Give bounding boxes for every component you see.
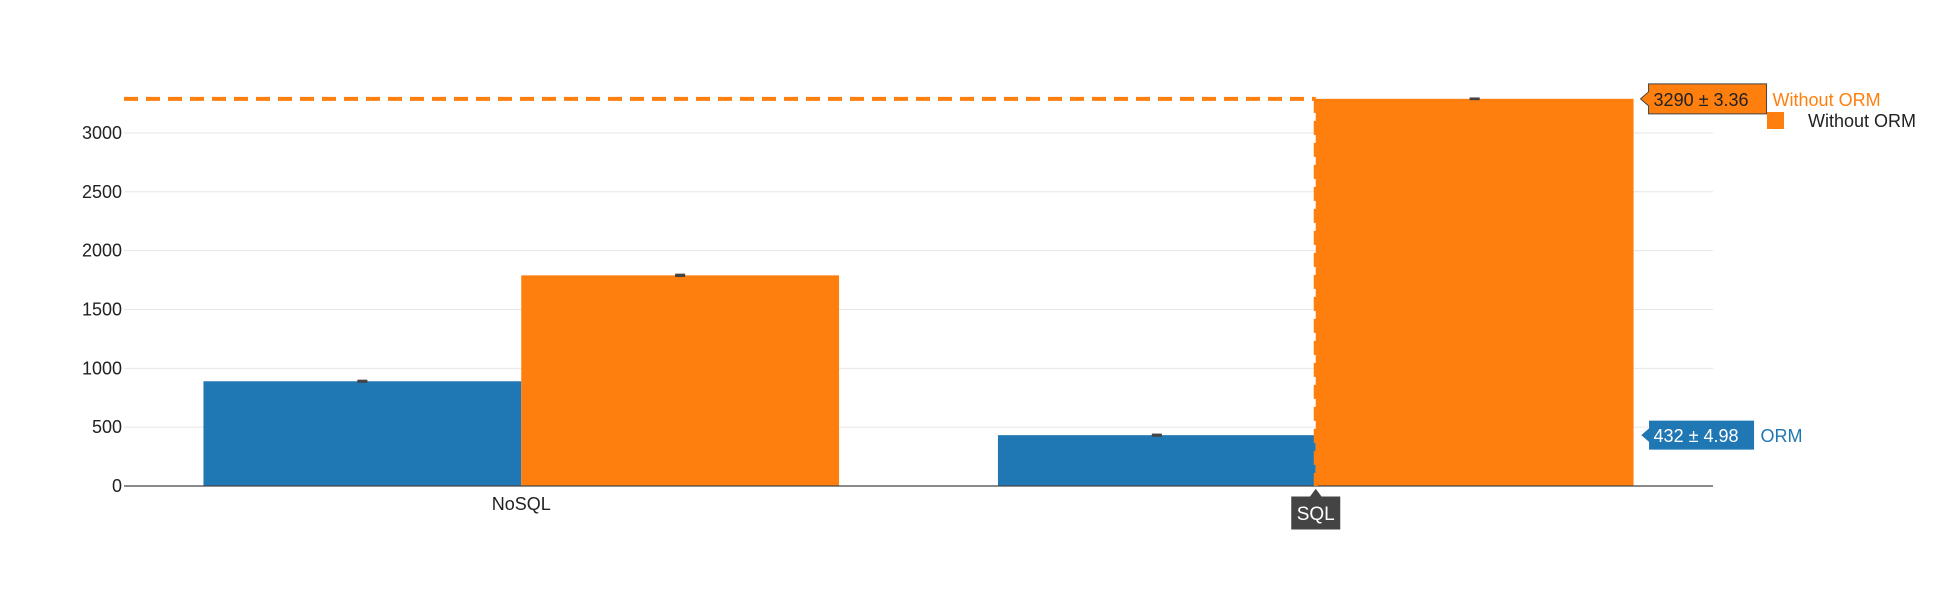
legend[interactable]: Without ORM [1767, 111, 1916, 131]
hover-value-label: 432 ± 4.98 [1654, 426, 1739, 446]
hover-category-label: SQL [1297, 504, 1335, 525]
hover-value-box [1639, 419, 1756, 451]
legend-swatch[interactable] [1767, 112, 1784, 129]
bar[interactable] [997, 435, 1316, 486]
y-tick-label: 2500 [82, 182, 122, 202]
bar[interactable] [203, 381, 522, 486]
y-tick-label: 2000 [82, 241, 122, 261]
hover-category-box [1290, 487, 1342, 531]
bars-layer [203, 97, 1634, 487]
y-tick-label: 1000 [82, 358, 122, 378]
legend-item-label[interactable]: Without ORM [1808, 111, 1916, 131]
x-tick-label: NoSQL [492, 494, 551, 514]
y-tick-label: 3000 [82, 123, 122, 143]
hover-value-box [1639, 83, 1768, 115]
y-tick-label: 500 [92, 417, 122, 437]
axis-layer: 0 500 1000 1500 2000 2500 3000 NoSQL [82, 123, 1713, 514]
hover-value-label: 3290 ± 3.36 [1654, 90, 1749, 110]
y-tick-label: 1500 [82, 299, 122, 319]
bar[interactable] [1315, 98, 1634, 487]
bar[interactable] [521, 275, 840, 486]
hover-series-name: ORM [1761, 426, 1803, 446]
hover-layer: SQL 3290 ± 3.36 Without ORM 432 ± 4.98 ORM [124, 83, 1881, 531]
y-tick-label: 0 [112, 476, 122, 496]
hover-series-name: Without ORM [1773, 90, 1881, 110]
